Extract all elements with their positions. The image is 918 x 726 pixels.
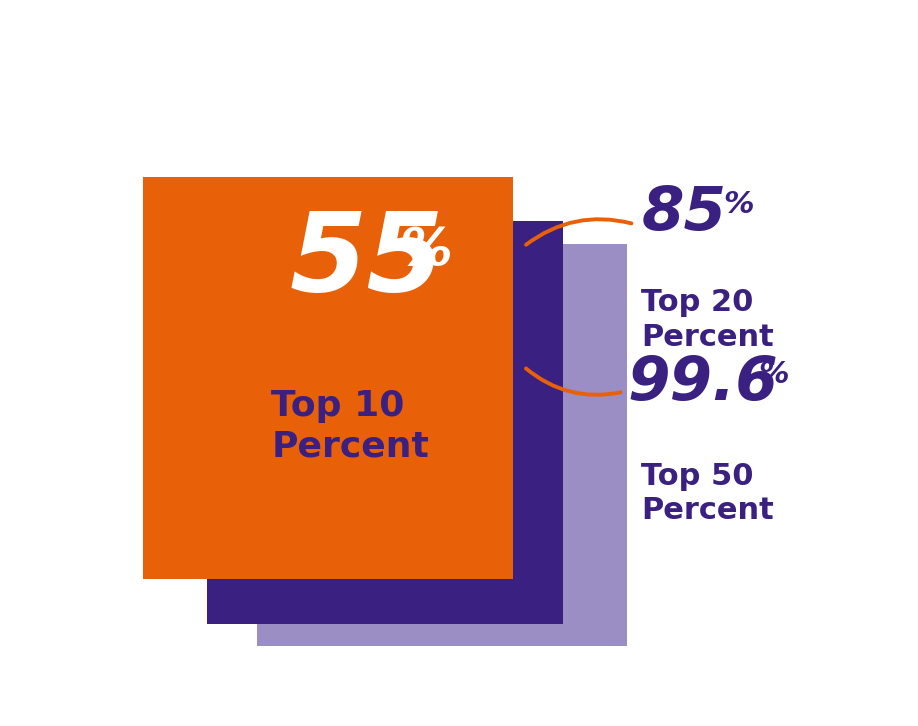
Text: Top 20
Percent: Top 20 Percent (642, 288, 774, 352)
Text: %: % (758, 360, 789, 389)
Bar (257, 244, 627, 646)
Text: 55: 55 (289, 207, 443, 314)
Bar (207, 221, 563, 624)
Text: 99.6: 99.6 (627, 354, 778, 413)
Text: 85: 85 (642, 184, 726, 242)
Text: Top 50
Percent: Top 50 Percent (642, 462, 774, 526)
Bar (143, 176, 513, 579)
Text: %: % (723, 190, 754, 219)
Text: Top 10
Percent: Top 10 Percent (272, 389, 429, 464)
Text: %: % (399, 225, 453, 277)
